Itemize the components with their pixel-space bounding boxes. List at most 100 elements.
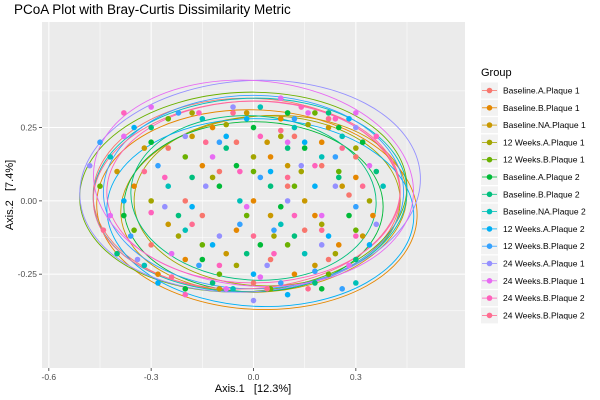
data-point <box>121 212 127 219</box>
data-point <box>257 274 264 280</box>
data-point <box>339 286 345 292</box>
data-point <box>202 183 209 190</box>
data-point <box>312 212 318 219</box>
confidence-ellipse <box>96 109 418 311</box>
data-point <box>346 212 352 219</box>
legend-label: 24 Weeks.B.Plaque 1 <box>503 276 585 286</box>
data-point <box>318 139 325 146</box>
point-layer <box>86 95 386 304</box>
data-point <box>359 233 366 239</box>
data-point <box>346 262 352 269</box>
data-point <box>312 183 318 190</box>
data-point <box>182 256 189 263</box>
legend-label: Baseline.NA.Plaque 2 <box>503 207 586 217</box>
data-point <box>267 212 274 219</box>
data-point <box>277 95 284 102</box>
data-point <box>267 256 274 263</box>
confidence-ellipse <box>92 100 401 290</box>
legend-label: 12 Weeks.A.Plaque 2 <box>503 224 585 234</box>
legend-label: 24 Weeks.B.Plaque 2 <box>503 310 585 320</box>
data-point <box>182 291 189 298</box>
legend-title: Group <box>481 67 512 79</box>
data-point <box>162 203 168 210</box>
data-point <box>182 154 189 160</box>
data-point <box>162 174 168 181</box>
legend-key-point <box>486 278 493 284</box>
data-point <box>155 271 161 277</box>
data-point <box>373 133 380 140</box>
data-point <box>284 139 291 146</box>
data-point <box>209 154 216 160</box>
data-point <box>148 104 154 110</box>
x-tick-label: -0.3 <box>144 372 159 382</box>
data-point <box>216 262 223 269</box>
data-point <box>301 227 308 233</box>
legend-key-point <box>486 105 493 111</box>
data-point <box>209 124 216 131</box>
data-point <box>264 262 270 269</box>
data-point <box>339 183 345 190</box>
data-point <box>325 271 332 277</box>
data-point <box>175 110 182 116</box>
data-point <box>277 203 284 210</box>
data-point <box>335 168 342 175</box>
data-point <box>353 280 359 286</box>
data-point <box>121 198 127 204</box>
data-point <box>233 227 240 233</box>
legend-label: 12 Weeks.B.Plaque 1 <box>503 155 585 165</box>
data-point <box>332 154 339 160</box>
data-point <box>148 139 154 146</box>
x-axis-title: Axis.1 [12.3%] <box>215 383 291 395</box>
data-point <box>325 115 332 122</box>
data-point <box>131 124 137 131</box>
data-point <box>305 121 311 128</box>
x-tick-label: 0.3 <box>350 372 362 382</box>
data-point <box>346 115 352 122</box>
data-point <box>312 280 318 286</box>
data-point <box>141 145 148 151</box>
y-axis-title: Axis.2 [7.4%] <box>4 160 16 230</box>
data-point <box>196 110 202 116</box>
data-point <box>250 280 257 286</box>
data-point <box>318 286 325 292</box>
data-point <box>257 242 264 248</box>
data-point <box>148 198 154 204</box>
data-point <box>131 227 137 233</box>
data-point <box>284 174 291 181</box>
data-point <box>366 198 373 204</box>
data-point <box>141 168 148 175</box>
data-point <box>230 286 236 292</box>
data-point <box>284 198 291 204</box>
data-point <box>196 262 202 269</box>
data-point <box>216 183 223 190</box>
data-point <box>148 209 154 216</box>
data-point <box>284 162 291 169</box>
data-point <box>359 139 366 146</box>
data-point <box>291 183 298 190</box>
data-point <box>237 221 243 228</box>
data-point <box>223 250 230 257</box>
data-point <box>141 262 148 269</box>
data-point <box>284 110 291 116</box>
data-point <box>298 104 305 110</box>
data-point <box>257 133 264 140</box>
data-point <box>165 115 172 122</box>
data-point <box>318 154 325 160</box>
data-point <box>216 168 223 175</box>
data-point <box>223 133 230 140</box>
data-point <box>277 127 284 134</box>
data-point <box>223 145 230 151</box>
legend-key-point <box>486 191 493 198</box>
data-point <box>250 198 257 204</box>
y-tick-label: 0.00 <box>20 196 37 206</box>
data-point <box>370 212 376 219</box>
confidence-ellipse <box>133 115 401 287</box>
data-point <box>312 162 318 169</box>
data-point <box>107 154 114 160</box>
data-point <box>121 133 127 140</box>
data-point <box>182 227 189 233</box>
legend-key-point <box>486 174 493 180</box>
data-point <box>271 233 277 239</box>
data-point <box>353 203 359 210</box>
